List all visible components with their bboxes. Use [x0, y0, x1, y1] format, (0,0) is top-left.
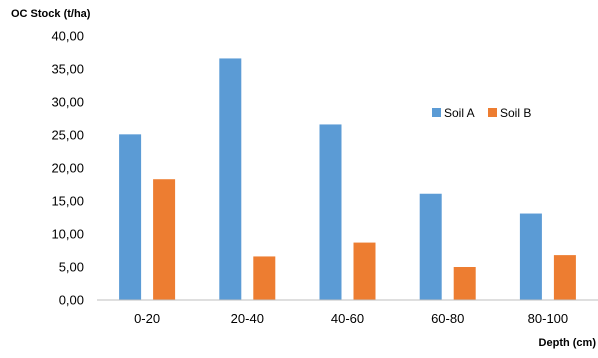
legend-swatch-soil-b: [488, 108, 497, 117]
y-tick-label: 5,00: [59, 260, 84, 275]
legend-label: Soil A: [444, 106, 475, 120]
x-tick-label: 40-60: [331, 311, 364, 326]
y-tick-label: 30,00: [51, 95, 84, 110]
x-tick-label: 20-40: [231, 311, 264, 326]
bar-soil-a-0-20: [119, 134, 142, 300]
x-axis-title: Depth (cm): [539, 337, 597, 349]
x-axis-ticks: 0-20 20-40 40-60 60-80 80-100: [134, 311, 568, 326]
legend: Soil A Soil B: [432, 106, 531, 120]
bar-soil-a-60-80: [419, 193, 442, 300]
y-tick-label: 15,00: [51, 194, 84, 209]
y-axis-title: OC Stock (t/ha): [11, 8, 91, 20]
x-tick-label: 60-80: [431, 311, 464, 326]
bar-soil-b-20-40: [253, 256, 276, 300]
legend-label: Soil B: [500, 106, 531, 120]
y-axis-ticks: 0,00 5,00 10,00 15,00 20,00 25,00 30,00 35,00 40…: [51, 29, 84, 308]
x-tick-label: 0-20: [134, 311, 160, 326]
bar-soil-a-80-100: [519, 213, 542, 300]
bar-soil-b-80-100: [553, 255, 576, 300]
x-tick-label: 80-100: [528, 311, 568, 326]
y-tick-label: 40,00: [51, 29, 84, 44]
bar-soil-b-40-60: [353, 242, 376, 300]
bars: [119, 58, 576, 300]
legend-swatch-soil-a: [432, 108, 441, 117]
y-tick-label: 20,00: [51, 161, 84, 176]
y-tick-label: 35,00: [51, 62, 84, 77]
y-tick-label: 10,00: [51, 227, 84, 242]
bar-soil-b-60-80: [453, 267, 476, 300]
bar-soil-b-0-20: [153, 179, 176, 300]
y-tick-label: 25,00: [51, 128, 84, 143]
bar-soil-a-40-60: [319, 124, 342, 300]
bar-soil-a-20-40: [219, 58, 242, 300]
y-tick-label: 0,00: [59, 293, 84, 308]
